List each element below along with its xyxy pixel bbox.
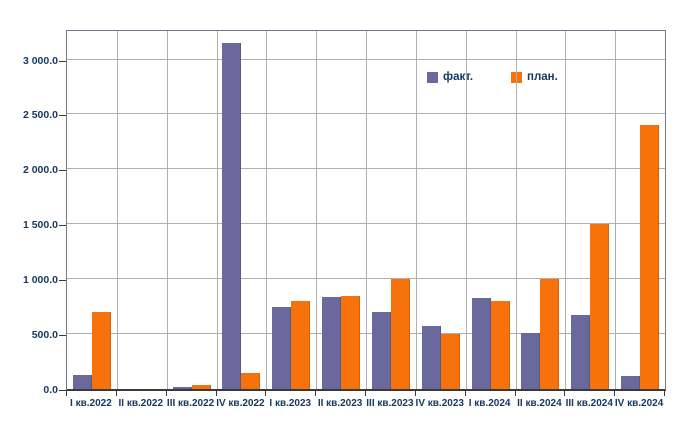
x-tick-label: IV кв.2022 xyxy=(216,398,265,409)
x-tick xyxy=(115,391,117,396)
x-tick xyxy=(315,391,317,396)
x-tick xyxy=(215,391,217,396)
y-tick xyxy=(59,115,66,117)
x-tick-label: III кв.2024 xyxy=(565,398,613,409)
y-tick-label: 0.0 xyxy=(43,384,58,396)
bar-plan xyxy=(191,384,211,389)
x-tick xyxy=(664,391,665,396)
bar-fact xyxy=(621,375,641,389)
x-gridline xyxy=(316,31,318,389)
x-gridline xyxy=(116,31,118,389)
x-tick-label: III кв.2023 xyxy=(366,398,414,409)
x-tick xyxy=(414,391,416,396)
bar-fact xyxy=(322,296,342,389)
bar-plan xyxy=(91,312,111,389)
bar-fact xyxy=(222,43,242,389)
bar-fact xyxy=(521,333,541,389)
y-tick-label: 500.0 xyxy=(31,329,58,342)
x-tick xyxy=(365,391,366,396)
y-tick-label: 2 500.0 xyxy=(22,109,58,122)
x-tick xyxy=(514,391,516,396)
bar-plan xyxy=(590,224,610,389)
x-tick-label: IV кв.2023 xyxy=(415,398,464,409)
bar-plan xyxy=(640,125,660,389)
bar-plan xyxy=(440,334,460,389)
x-tick-label: I кв.2022 xyxy=(70,398,112,409)
x-gridline xyxy=(515,31,517,389)
bar-fact xyxy=(72,374,92,389)
y-tick xyxy=(59,390,66,391)
x-tick-label: II кв.2022 xyxy=(118,398,164,409)
y-tick-label: 3 000.0 xyxy=(22,54,58,67)
chart-legend: факт. план. xyxy=(427,71,558,83)
x-gridline xyxy=(366,31,367,389)
bar-fact xyxy=(172,386,192,389)
bar-fact xyxy=(272,306,292,389)
x-tick-label: I кв.2024 xyxy=(468,398,511,409)
x-tick xyxy=(66,391,67,396)
bar-plan xyxy=(390,279,410,389)
x-tick xyxy=(464,391,466,396)
legend-swatch-icon xyxy=(427,71,438,83)
y-tick-label: 2 000.0 xyxy=(22,164,58,177)
x-tick-label: IV кв.2024 xyxy=(614,398,664,409)
bar-plan xyxy=(490,301,510,389)
x-gridline xyxy=(465,31,467,389)
y-tick xyxy=(59,60,66,62)
x-tick-label: III кв.2022 xyxy=(166,398,215,409)
x-tick xyxy=(165,391,167,396)
bar-fact xyxy=(371,312,391,389)
x-gridline xyxy=(415,31,417,389)
x-gridline xyxy=(166,31,168,389)
x-tick-label: I кв.2023 xyxy=(269,398,312,409)
bar-fact xyxy=(571,315,591,389)
y-tick xyxy=(59,335,66,337)
y-tick-label: 1 500.0 xyxy=(22,219,58,232)
y-tick xyxy=(59,170,66,172)
bar-plan xyxy=(540,279,560,389)
x-gridline xyxy=(216,31,218,389)
x-gridline xyxy=(565,31,567,389)
bar-fact xyxy=(421,326,441,389)
plot-area: факт. план. xyxy=(66,30,666,391)
bar-fact xyxy=(471,297,491,389)
y-tick xyxy=(59,280,66,282)
x-tick-label: II кв.2023 xyxy=(317,398,363,409)
x-gridline xyxy=(615,31,617,389)
y-tick-label: 1 000.0 xyxy=(22,274,58,287)
bar-plan xyxy=(341,295,361,389)
legend-item: факт. xyxy=(427,71,473,83)
x-gridline xyxy=(266,31,268,389)
x-tick xyxy=(614,391,616,396)
bar-plan xyxy=(241,372,261,389)
x-tick xyxy=(564,391,566,396)
legend-item: план. xyxy=(511,71,558,83)
legend-swatch-icon xyxy=(511,71,523,83)
legend-label: факт. xyxy=(443,71,474,83)
x-tick xyxy=(265,391,267,396)
y-tick xyxy=(59,225,66,227)
x-tick-label: II кв.2024 xyxy=(517,398,562,409)
bar-plan xyxy=(291,301,311,389)
legend-label: план. xyxy=(527,71,558,83)
